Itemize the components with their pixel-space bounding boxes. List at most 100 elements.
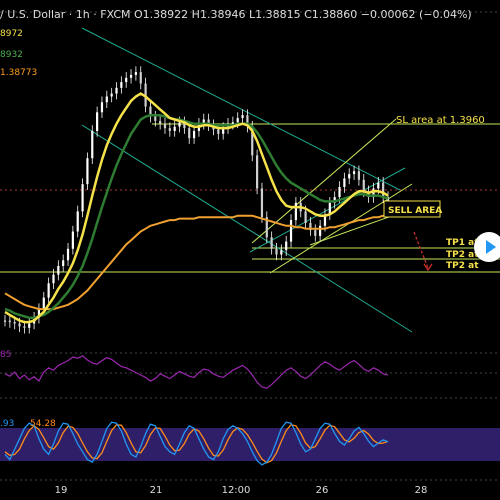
- candle-body: [362, 179, 365, 192]
- candle-body: [134, 72, 137, 75]
- symbol-label: / U.S. Dollar · 1h · FXCM: [0, 8, 131, 21]
- high-value: 1.38946: [199, 8, 246, 21]
- candle-body: [139, 72, 142, 84]
- down-arrow-line: [413, 231, 429, 269]
- channel-line: [81, 124, 413, 333]
- candle-body: [377, 182, 380, 189]
- candle-body: [57, 266, 60, 275]
- candle-body: [338, 187, 341, 198]
- candle-body: [188, 128, 191, 139]
- candle-body: [251, 126, 254, 156]
- sl-label: SL area at 1.3960: [396, 115, 485, 126]
- candle-body: [222, 128, 225, 134]
- channel-line: [249, 167, 406, 253]
- candle-body: [382, 182, 385, 198]
- candle-body: [270, 237, 273, 249]
- open-value: 1.38922: [142, 8, 189, 21]
- candle-body: [236, 118, 239, 123]
- candle-body: [52, 274, 55, 284]
- candle-body: [100, 102, 104, 113]
- candle-body: [265, 217, 268, 238]
- candle-body: [76, 211, 79, 232]
- candle-body: [71, 231, 74, 249]
- candle-body: [367, 191, 370, 198]
- tp1-label: TP1 at: [446, 238, 479, 248]
- candle-body: [149, 106, 152, 117]
- candle-body: [42, 297, 45, 310]
- channel-line: [81, 27, 401, 191]
- open-label: O: [134, 8, 143, 21]
- candle-body: [173, 126, 176, 131]
- candle-body: [23, 326, 26, 328]
- ema-fast-line: [4, 92, 389, 324]
- candle-body: [343, 178, 346, 188]
- candle-body: [183, 122, 186, 129]
- change-value: −0.00062 (−0.04%): [360, 8, 472, 21]
- stoch-band: [0, 428, 500, 461]
- ema-slow-line: [4, 214, 388, 311]
- candle-body: [246, 115, 249, 127]
- candle-body: [37, 309, 41, 318]
- candle-body: [178, 122, 181, 127]
- candle-body: [129, 74, 133, 78]
- candle-body: [120, 82, 123, 88]
- candle-body: [260, 188, 264, 218]
- stoch-d-value: 54.28: [30, 419, 56, 429]
- ema-mid-value: 8932: [0, 50, 23, 60]
- candle-body: [96, 112, 99, 131]
- candle-body: [323, 214, 327, 226]
- candle-body: [231, 122, 234, 124]
- candle-body: [18, 323, 21, 327]
- candle-body: [275, 248, 278, 255]
- ema-fast-value: 8972: [0, 29, 23, 39]
- low-value: 1.38815: [255, 8, 301, 21]
- candle-body: [294, 202, 297, 221]
- candle-body: [352, 171, 356, 175]
- candle-body: [289, 220, 293, 242]
- candle-body: [372, 188, 375, 198]
- candle-body: [81, 184, 84, 212]
- candle-body: [192, 130, 196, 139]
- candle-body: [217, 129, 220, 134]
- sell-area-box: [383, 200, 441, 218]
- ema-slow-value: 1.38773: [0, 68, 38, 78]
- candle-body: [3, 320, 7, 322]
- candle-body: [125, 77, 128, 83]
- candle-body: [8, 320, 11, 323]
- candle-body: [314, 230, 317, 236]
- x-tick-label: 28: [414, 485, 428, 496]
- candle-body: [241, 115, 244, 119]
- candle-body: [86, 158, 89, 185]
- candle-body: [348, 174, 351, 179]
- candle-body: [202, 119, 205, 124]
- sell-area-label: SELL AREA: [388, 206, 442, 216]
- down-arrow-head: [423, 263, 433, 272]
- close-label: C: [304, 8, 312, 21]
- candle-body: [319, 225, 322, 236]
- rsi-value: 85: [0, 350, 12, 360]
- x-tick-label: 12:00: [221, 485, 251, 496]
- candle-body: [47, 283, 50, 298]
- candle-body: [110, 93, 113, 97]
- candle-body: [28, 323, 31, 328]
- x-tick-label: 26: [315, 485, 329, 496]
- candle-body: [285, 241, 288, 251]
- trend-line: [309, 212, 401, 246]
- x-tick-label: 19: [54, 485, 68, 496]
- x-tick-label: 21: [149, 485, 163, 496]
- play-button[interactable]: [474, 232, 500, 262]
- stoch-k-line: [4, 421, 389, 466]
- candle-body: [163, 123, 167, 129]
- candle-body: [66, 248, 70, 261]
- candle-body: [309, 222, 312, 231]
- candle-body: [115, 87, 118, 94]
- candle-body: [62, 260, 65, 267]
- candle-body: [304, 211, 307, 223]
- candle-body: [280, 250, 283, 255]
- tp2-label: TP2 at: [446, 250, 479, 260]
- candle-body: [207, 119, 210, 126]
- ema-mid-line: [4, 113, 389, 320]
- close-value: 1.38860: [311, 8, 358, 21]
- candle-body: [159, 120, 162, 124]
